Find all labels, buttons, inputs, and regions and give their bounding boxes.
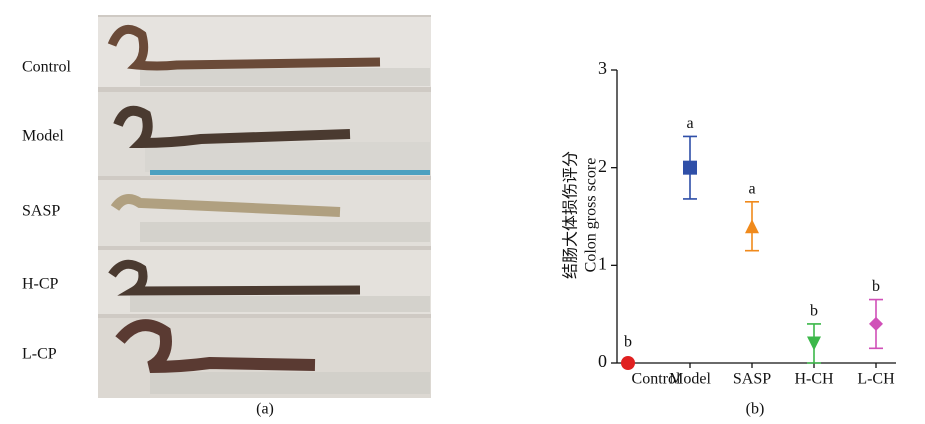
photo-rows: [98, 17, 431, 398]
significance-letter: b: [624, 334, 632, 351]
y-tick-label: 0: [598, 351, 607, 371]
y-tick-label: 2: [598, 156, 607, 176]
row-label: SASP: [22, 203, 60, 220]
significance-letter: a: [748, 181, 755, 198]
caption-b: (b): [746, 401, 765, 418]
marker: [683, 160, 697, 175]
row-label: Control: [22, 59, 71, 76]
row-label: Model: [22, 128, 64, 145]
x-tick-label: Model: [669, 371, 711, 388]
marker: [621, 356, 635, 370]
x-tick-label: Control: [632, 371, 681, 388]
significance-letter: a: [686, 115, 693, 132]
row-label: H-CP: [22, 276, 59, 293]
marker: [745, 219, 759, 234]
x-tick-label: H-CH: [794, 371, 834, 388]
y-tick-label: 3: [598, 58, 607, 78]
marker: [807, 336, 821, 351]
significance-letter: b: [872, 278, 880, 295]
y-tick-label: 1: [598, 253, 607, 273]
caption-a: (a): [256, 401, 274, 418]
y-label: Colon gross score: [583, 158, 600, 273]
row-label: L-CP: [22, 346, 57, 363]
x-tick-label: SASP: [733, 371, 771, 388]
y-label: 结肠大体损伤评分: [562, 151, 580, 279]
x-tick-label: L-CH: [857, 371, 895, 388]
marker: [869, 316, 883, 331]
significance-letter: b: [810, 303, 818, 320]
